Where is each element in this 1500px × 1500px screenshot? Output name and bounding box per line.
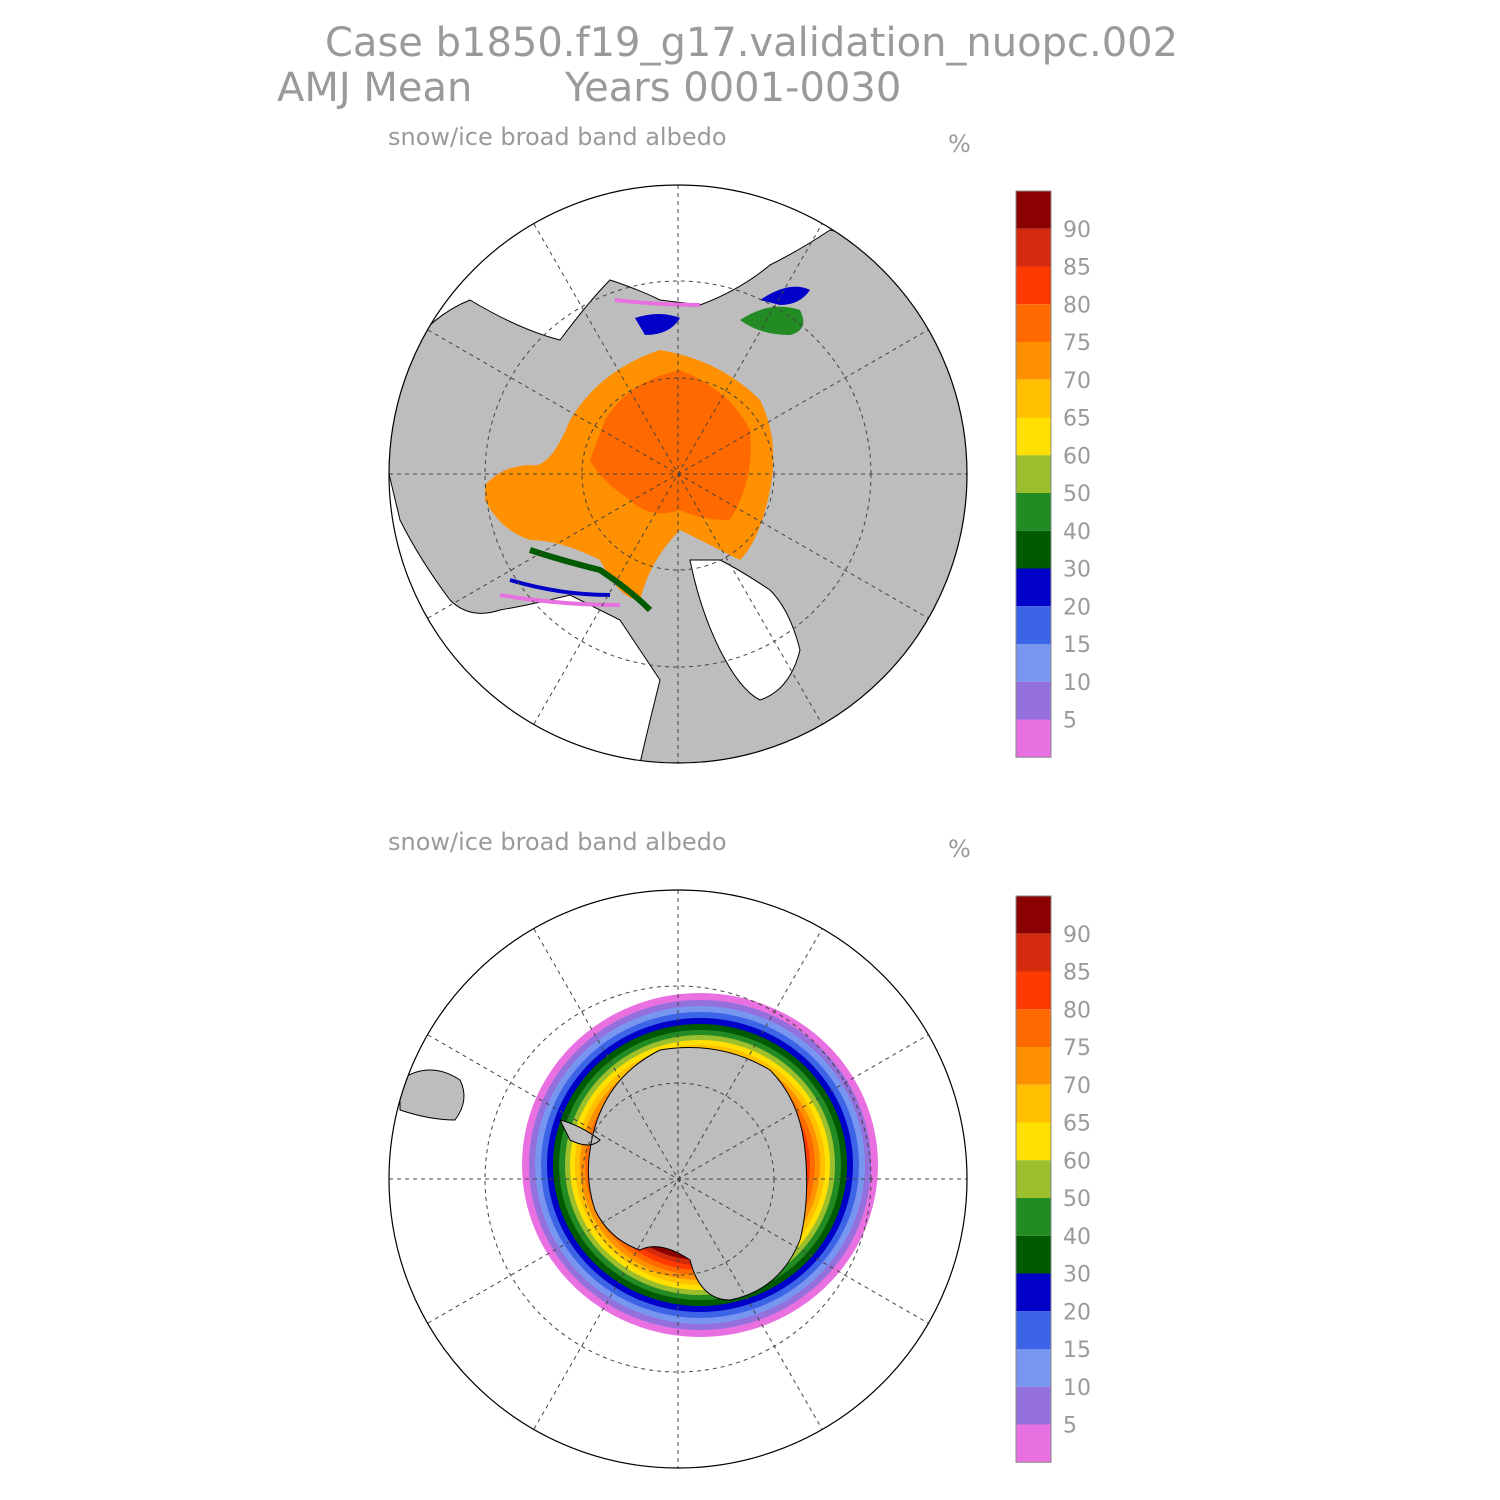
south-map-boundary <box>388 889 968 1469</box>
north-colorbar-swatch <box>1016 719 1051 758</box>
north-colorbar-label: 10 <box>1063 671 1091 696</box>
south-colorbar-swatch <box>1016 1386 1051 1425</box>
north-colorbar: 90 85 80 75 70 65 60 50 40 30 20 15 10 5 <box>1015 190 1091 758</box>
south-land-antarctica <box>559 1047 808 1301</box>
north-bering <box>635 314 680 335</box>
north-graticule <box>389 185 967 763</box>
north-ice-edge-c <box>499 593 621 607</box>
south-colorbar-label: 50 <box>1063 1187 1091 1212</box>
south-colorbar-label: 60 <box>1063 1149 1091 1174</box>
south-colorbar-label: 70 <box>1063 1074 1091 1099</box>
north-colorbar-label: 20 <box>1063 595 1091 620</box>
north-variable-title: snow/ice broad band albedo <box>388 123 727 151</box>
north-colorbar-label: 5 <box>1063 709 1077 734</box>
north-colorbar-swatch <box>1016 455 1051 493</box>
north-colorbar-swatch <box>1016 379 1051 418</box>
south-colorbar-swatch <box>1016 1235 1051 1274</box>
south-colorbar-swatch <box>1016 1273 1051 1312</box>
north-colorbar-swatch <box>1016 493 1051 531</box>
south-colorbar-swatch <box>1016 1047 1051 1085</box>
north-units-label: % <box>948 130 971 158</box>
south-colorbar-swatch <box>1016 1311 1051 1349</box>
north-ice-edge-a <box>529 547 653 613</box>
south-colorbar-label: 75 <box>1063 1036 1091 1061</box>
south-colorbar-swatch <box>1016 896 1051 934</box>
north-okhotsk-blue <box>760 286 810 305</box>
north-colorbar-swatch <box>1016 342 1051 380</box>
south-colorbar-swatch <box>1016 1122 1051 1161</box>
south-land-america <box>399 1069 465 1121</box>
north-bering-pink <box>614 298 701 307</box>
north-colorbar-label: 70 <box>1063 369 1091 394</box>
south-colorbar-label: 65 <box>1063 1112 1091 1137</box>
south-colorbar-label: 90 <box>1063 923 1091 948</box>
north-colorbar-swatch <box>1016 191 1051 229</box>
south-colorbar-label: 15 <box>1063 1338 1091 1363</box>
south-colorbar-swatch <box>1016 1160 1051 1198</box>
south-colorbar-swatch <box>1016 1349 1051 1387</box>
north-colorbar-label: 75 <box>1063 331 1091 356</box>
south-colorbar-label: 20 <box>1063 1300 1091 1325</box>
south-colorbar-swatch <box>1016 1084 1051 1123</box>
north-colorbar-swatch <box>1016 228 1051 267</box>
north-colorbar-swatch <box>1016 530 1051 569</box>
years-label: Years 0001-0030 <box>564 65 901 111</box>
north-panel: snow/ice broad band albedo % <box>388 123 1091 764</box>
season-label: AMJ Mean <box>277 65 472 111</box>
south-units-label: % <box>948 835 971 863</box>
south-panel: snow/ice broad band albedo % <box>388 828 1091 1469</box>
south-colorbar-label: 30 <box>1063 1263 1091 1288</box>
north-colorbar-swatch <box>1016 417 1051 456</box>
south-variable-title: snow/ice broad band albedo <box>388 828 727 856</box>
south-colorbar-label: 85 <box>1063 961 1091 986</box>
north-colorbar-swatch <box>1016 304 1051 342</box>
north-map <box>389 185 967 763</box>
north-ice-core <box>590 370 751 520</box>
case-title: Case b1850.f19_g17.validation_nuopc.002 <box>325 20 1178 66</box>
south-colorbar-swatch <box>1016 1009 1051 1047</box>
south-graticule <box>389 890 967 1468</box>
south-colorbar: 90 85 80 75 70 65 60 50 40 30 20 15 10 5 <box>1015 895 1091 1463</box>
north-colorbar-label: 30 <box>1063 558 1091 583</box>
north-colorbar-label: 90 <box>1063 218 1091 243</box>
north-okhotsk <box>740 306 804 335</box>
north-colorbar-label: 15 <box>1063 633 1091 658</box>
north-colorbar-swatch <box>1016 681 1051 720</box>
south-colorbar-swatch <box>1016 1424 1051 1463</box>
south-colorbar-swatch <box>1016 1198 1051 1236</box>
north-colorbar-swatch <box>1016 606 1051 644</box>
south-colorbar-label: 40 <box>1063 1225 1091 1250</box>
south-colorbar-frame <box>1015 895 1052 1463</box>
south-map <box>389 890 967 1468</box>
south-colorbar-swatch <box>1016 971 1051 1010</box>
north-colorbar-frame <box>1015 190 1052 758</box>
north-ice-edge-b <box>509 578 611 597</box>
north-colorbar-label: 65 <box>1063 407 1091 432</box>
north-map-boundary <box>388 184 968 764</box>
south-colorbar-label: 5 <box>1063 1414 1077 1439</box>
south-colorbar-label: 10 <box>1063 1376 1091 1401</box>
north-colorbar-label: 80 <box>1063 293 1091 318</box>
south-colorbar-label: 80 <box>1063 998 1091 1023</box>
north-colorbar-swatch <box>1016 266 1051 305</box>
north-colorbar-label: 85 <box>1063 256 1091 281</box>
north-colorbar-swatch <box>1016 568 1051 607</box>
north-ice-hudson <box>485 467 534 520</box>
north-colorbar-label: 40 <box>1063 520 1091 545</box>
north-colorbar-label: 50 <box>1063 482 1091 507</box>
north-colorbar-swatch <box>1016 644 1051 682</box>
north-colorbar-label: 60 <box>1063 444 1091 469</box>
south-colorbar-swatch <box>1016 933 1051 972</box>
